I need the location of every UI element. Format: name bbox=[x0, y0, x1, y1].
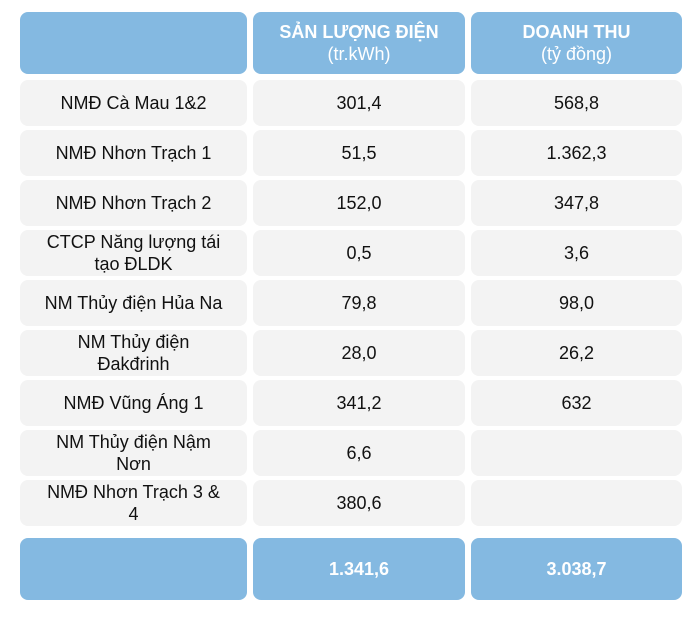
row-output-value: 380,6 bbox=[336, 493, 382, 513]
row-name-cell: NM Thủy điện Nậm Nơn bbox=[20, 430, 247, 476]
row-revenue-cell bbox=[471, 480, 682, 526]
row-output-cell: 301,4 bbox=[253, 80, 465, 126]
row-name-value: CTCP Năng lượng tái tạo ĐLDK bbox=[46, 232, 221, 274]
row-revenue-cell: 26,2 bbox=[471, 330, 682, 376]
header-output-unit: (tr.kWh) bbox=[327, 44, 391, 64]
total-output-value: 1.341,6 bbox=[328, 559, 390, 579]
row-name-value: NM Thủy điện Nậm Nơn bbox=[56, 432, 211, 474]
header-output-cell: SẢN LƯỢNG ĐIỆN (tr.kWh) bbox=[253, 12, 465, 74]
row-name-value: NMĐ Nhơn Trạch 3 & 4 bbox=[47, 482, 220, 524]
row-name-value: NM Thủy điện Hủa Na bbox=[44, 293, 223, 313]
row-name-value: NMĐ Vũng Áng 1 bbox=[63, 393, 204, 413]
row-name-cell: NM Thủy điện Đakđrinh bbox=[20, 330, 247, 376]
row-name-value: NMĐ Nhơn Trạch 1 bbox=[55, 143, 212, 163]
row-revenue-value: 26,2 bbox=[558, 343, 595, 363]
row-output-cell: 341,2 bbox=[253, 380, 465, 426]
row-name-value: NM Thủy điện Đakđrinh bbox=[77, 332, 190, 374]
row-revenue-value: 3,6 bbox=[563, 243, 590, 263]
row-name-value: NMĐ Cà Mau 1&2 bbox=[60, 93, 207, 113]
row-output-cell: 0,5 bbox=[253, 230, 465, 276]
row-revenue-cell: 347,8 bbox=[471, 180, 682, 226]
header-output-title: SẢN LƯỢNG ĐIỆN bbox=[279, 22, 439, 42]
total-label-cell bbox=[20, 538, 247, 600]
row-output-value: 51,5 bbox=[341, 143, 377, 163]
row-name-cell: CTCP Năng lượng tái tạo ĐLDK bbox=[20, 230, 247, 276]
row-revenue-value: 632 bbox=[561, 393, 592, 413]
row-revenue-value: 98,0 bbox=[558, 293, 595, 313]
row-output-value: 6,6 bbox=[346, 443, 372, 463]
total-revenue-value: 3.038,7 bbox=[546, 559, 607, 579]
row-output-cell: 380,6 bbox=[253, 480, 465, 526]
row-output-cell: 28,0 bbox=[253, 330, 465, 376]
row-name-cell: NMĐ Nhơn Trạch 1 bbox=[20, 130, 247, 176]
row-output-value: 152,0 bbox=[336, 193, 382, 213]
row-revenue-value: 1.362,3 bbox=[546, 143, 607, 163]
header-revenue-title: DOANH THU bbox=[522, 22, 631, 42]
row-output-value: 28,0 bbox=[341, 343, 377, 363]
header-revenue-unit: (tỷ đồng) bbox=[540, 44, 613, 64]
header-blank-cell bbox=[20, 12, 247, 74]
row-output-cell: 152,0 bbox=[253, 180, 465, 226]
row-name-value: NMĐ Nhơn Trạch 2 bbox=[55, 193, 212, 213]
row-name-cell: NMĐ Nhơn Trạch 3 & 4 bbox=[20, 480, 247, 526]
row-name-cell: NMĐ Vũng Áng 1 bbox=[20, 380, 247, 426]
row-output-value: 341,2 bbox=[336, 393, 382, 413]
total-output-cell: 1.341,6 bbox=[253, 538, 465, 600]
row-revenue-value: 568,8 bbox=[553, 93, 600, 113]
header-revenue-cell: DOANH THU (tỷ đồng) bbox=[471, 12, 682, 74]
row-output-cell: 79,8 bbox=[253, 280, 465, 326]
row-revenue-cell bbox=[471, 430, 682, 476]
row-revenue-cell: 1.362,3 bbox=[471, 130, 682, 176]
row-name-cell: NMĐ Nhơn Trạch 2 bbox=[20, 180, 247, 226]
row-revenue-value: 347,8 bbox=[553, 193, 600, 213]
row-revenue-cell: 568,8 bbox=[471, 80, 682, 126]
row-output-cell: 6,6 bbox=[253, 430, 465, 476]
total-revenue-cell: 3.038,7 bbox=[471, 538, 682, 600]
row-output-value: 301,4 bbox=[336, 93, 382, 113]
row-output-value: 0,5 bbox=[346, 243, 372, 263]
row-name-cell: NMĐ Cà Mau 1&2 bbox=[20, 80, 247, 126]
row-output-value: 79,8 bbox=[341, 293, 377, 313]
row-name-cell: NM Thủy điện Hủa Na bbox=[20, 280, 247, 326]
row-output-cell: 51,5 bbox=[253, 130, 465, 176]
row-revenue-cell: 3,6 bbox=[471, 230, 682, 276]
row-revenue-cell: 632 bbox=[471, 380, 682, 426]
row-revenue-cell: 98,0 bbox=[471, 280, 682, 326]
